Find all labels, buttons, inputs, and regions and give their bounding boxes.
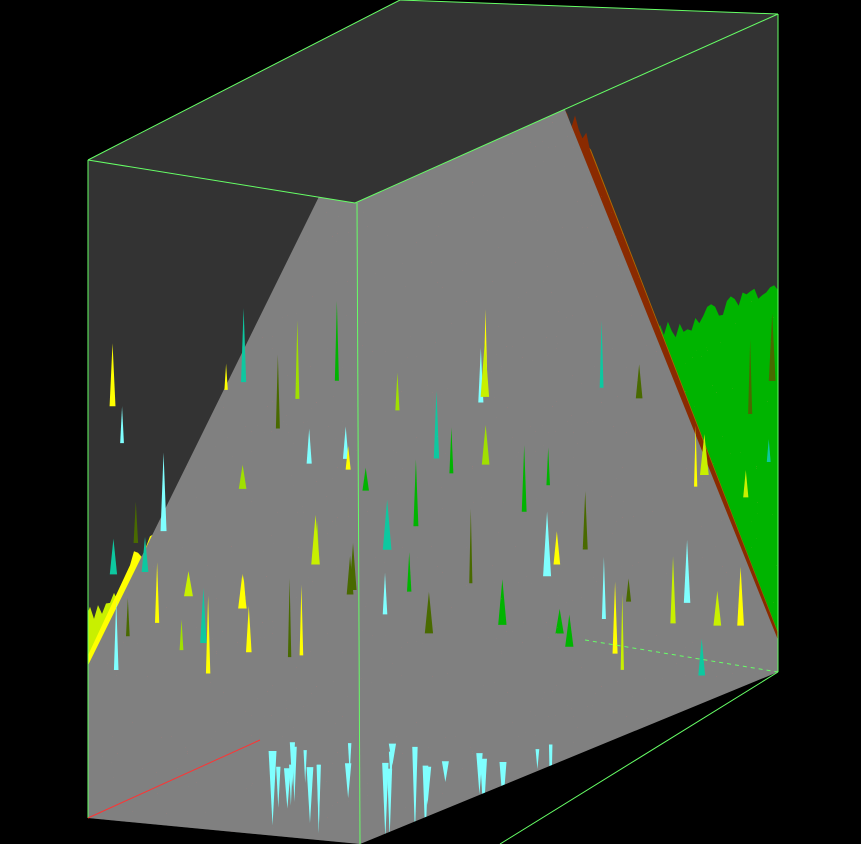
surface-spike (553, 531, 561, 565)
surface-spike-down (268, 750, 277, 826)
surface-spike (424, 591, 434, 634)
surface-spike (306, 428, 312, 464)
surface-spike (743, 470, 749, 498)
surface-spike (620, 593, 624, 670)
surface-spike (698, 638, 706, 676)
box-edge-bottom-back (584, 639, 779, 673)
surface-spike (582, 490, 588, 550)
surface-spike (382, 499, 392, 550)
surface-spike (699, 434, 709, 475)
surface-spike (382, 572, 388, 615)
surface-band-10 (88, 14, 778, 844)
surface-spike (141, 536, 149, 572)
box-edge-top-left (87, 159, 356, 204)
surface-spike-down (283, 768, 291, 809)
surface-spike (109, 343, 116, 407)
surface-spike (238, 573, 247, 609)
surface-spike (543, 511, 552, 577)
surface-spike (599, 320, 604, 388)
box-edge-back-right-top (399, 0, 779, 15)
surface-spike (160, 452, 167, 532)
surface-spike (295, 320, 300, 399)
surface-spike (184, 571, 193, 597)
surface-spike-down (422, 765, 429, 842)
surface-spike (406, 552, 412, 592)
surface-spike (395, 372, 400, 411)
surface-spike (498, 579, 507, 625)
surface-spike (601, 556, 606, 620)
surface-spike-down (347, 743, 352, 774)
surface-spike (109, 538, 118, 575)
surface-spike-down (499, 762, 507, 807)
surface-spike-down (548, 744, 553, 829)
surface-spike (287, 578, 292, 658)
surface-spike (155, 562, 160, 623)
surface-spike-down (476, 753, 483, 795)
surface-spike (670, 556, 676, 624)
surface-spike (179, 619, 184, 651)
surface-spike (635, 364, 643, 399)
surface-spike (565, 614, 574, 647)
surface-spike-down (303, 750, 307, 784)
surface-spike (345, 446, 351, 470)
surface-spike (299, 584, 304, 656)
surface-spike-down (480, 758, 487, 819)
surface-spike (342, 426, 349, 459)
surface-spike (768, 313, 776, 382)
surface-spike (334, 301, 339, 381)
surface-spike (626, 578, 632, 602)
surface-spike (125, 597, 130, 637)
surface-spike (245, 606, 252, 653)
surface-spike (555, 608, 564, 634)
surface-spike (433, 390, 440, 459)
surface-spike-down (535, 749, 540, 770)
surface-spike (748, 339, 753, 414)
surface-spike-down (441, 761, 449, 782)
surface-spike (241, 308, 247, 383)
bounding-box (87, 13, 779, 844)
surface-spike-down (412, 746, 418, 836)
surface-spike (120, 406, 124, 444)
surface-spike (349, 543, 357, 590)
box-edge-top-front (354, 13, 779, 204)
x-axis-line (87, 739, 261, 819)
surface-spike (133, 501, 139, 543)
surface-spike (224, 363, 228, 390)
surface-spike-down (387, 768, 393, 838)
surface-spike (521, 445, 527, 512)
surface-spike (449, 427, 454, 474)
surface-spike (737, 567, 744, 626)
surface-spike (546, 447, 550, 486)
surface-spike (205, 595, 211, 674)
box-edge-back-top (87, 0, 401, 161)
surface-spike (238, 464, 247, 489)
surface-spike (311, 514, 320, 565)
surface-spike (113, 599, 119, 671)
surface-spike-down (382, 762, 389, 839)
surface-spike (275, 354, 280, 429)
surface-spike (413, 459, 419, 527)
surface-spike-down (306, 767, 314, 824)
surface-spike (469, 508, 473, 584)
surface-spike (200, 587, 207, 644)
surface-spike (362, 467, 369, 491)
box-edge-front-vertical (356, 202, 361, 844)
surface-spike-down (289, 742, 295, 787)
surface-spike (766, 439, 771, 462)
surface-spike (683, 539, 691, 603)
surface-spike-down (388, 751, 393, 785)
box-edge-bottom-right (499, 671, 779, 844)
surface-spike (481, 424, 490, 465)
surface-spike-down (276, 766, 281, 808)
surface-spike (480, 340, 490, 397)
surface-spike (713, 590, 722, 626)
surface-spike (612, 581, 618, 654)
surface-spike-down (316, 764, 321, 834)
surface-spike (694, 425, 698, 487)
